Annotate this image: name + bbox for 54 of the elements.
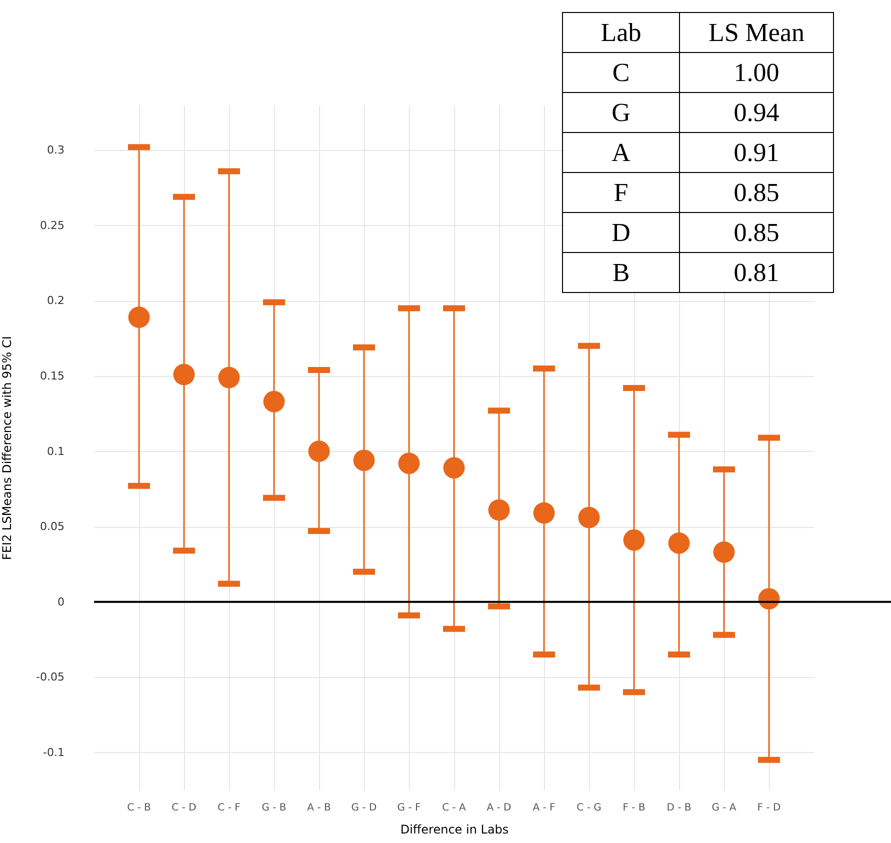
y-tick-label: 0.1 <box>47 444 64 458</box>
annotation: 0.85 <box>680 172 834 212</box>
point <box>263 390 285 412</box>
y-tick-label: 0 <box>58 595 64 608</box>
y-tick-label: 0.2 <box>47 294 64 308</box>
x-tick-label: C - F <box>218 802 241 814</box>
x-tick-label: G - B <box>262 802 286 814</box>
annotation: 0.81 <box>680 252 834 292</box>
x-tick-label: F - B <box>622 802 646 814</box>
x-tick-label: G - F <box>397 802 421 814</box>
annotation: 0.85 <box>680 212 834 252</box>
x-tick-label: D - B <box>666 802 692 814</box>
x-tick-label: C - B <box>127 802 152 814</box>
text: LS Mean <box>680 12 834 52</box>
text: C <box>562 52 680 92</box>
y-tick-label: 0.3 <box>47 144 64 157</box>
x-tick-label: A - B <box>307 802 331 814</box>
point <box>443 457 465 479</box>
annotation: F <box>562 172 680 212</box>
point <box>668 532 690 554</box>
annotation: A <box>562 132 680 172</box>
x-tick-label: A - F <box>532 802 556 814</box>
point <box>308 440 330 462</box>
annotation: G <box>562 92 680 132</box>
annotation: D <box>562 212 680 252</box>
y-tick-label: 0.15 <box>40 369 64 382</box>
point <box>398 452 420 474</box>
point <box>623 529 645 551</box>
x-tick-label: A - D <box>486 802 512 814</box>
text: Lab <box>562 12 680 52</box>
x-tick-label: G - D <box>351 802 378 814</box>
annotation: 0.91 <box>680 132 834 172</box>
x-tick-label: C - A <box>442 802 466 814</box>
y-tick-label: -0.05 <box>36 670 64 684</box>
point <box>713 541 735 563</box>
y-tick-label: 0.05 <box>40 520 64 534</box>
y-tick-label: 0.25 <box>40 218 64 232</box>
point <box>218 366 240 388</box>
y-axis-title: FEI2 LSMeans Difference with 95% CI <box>0 336 14 560</box>
x-tick-label: C - D <box>172 802 197 814</box>
point <box>353 450 375 471</box>
x-tick-label: F - D <box>757 802 782 814</box>
x-tick-label: C - G <box>576 802 602 814</box>
point <box>533 502 555 524</box>
annotation: 0.94 <box>680 92 834 132</box>
point <box>128 306 150 328</box>
point <box>578 506 600 528</box>
point <box>173 364 195 386</box>
y-tick-label: -0.1 <box>43 746 64 759</box>
x-tick-label: G - A <box>712 802 736 814</box>
x-axis-title: Difference in Labs <box>400 822 509 836</box>
text: 1.00 <box>680 52 834 92</box>
point <box>488 499 510 521</box>
annotation: B <box>562 252 680 292</box>
